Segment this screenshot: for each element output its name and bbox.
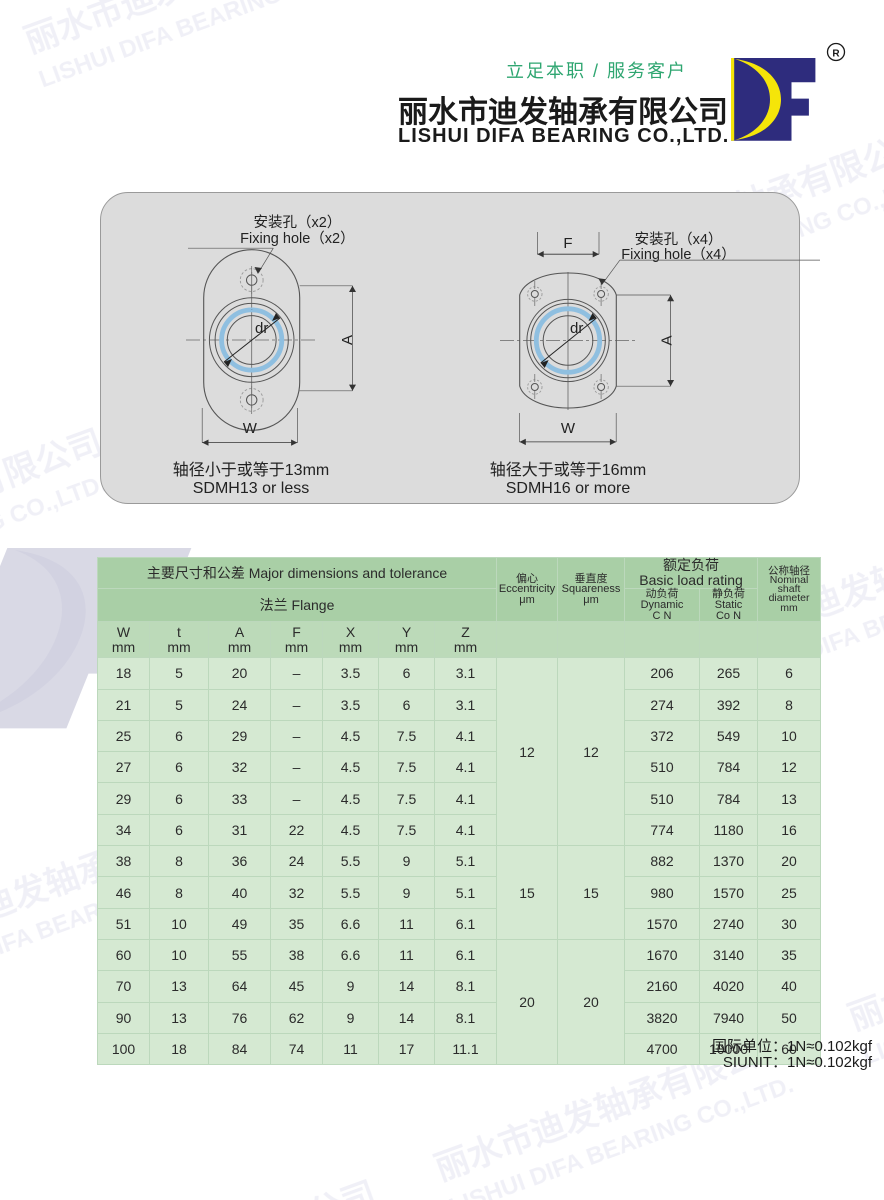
svg-text:R: R: [832, 48, 840, 59]
